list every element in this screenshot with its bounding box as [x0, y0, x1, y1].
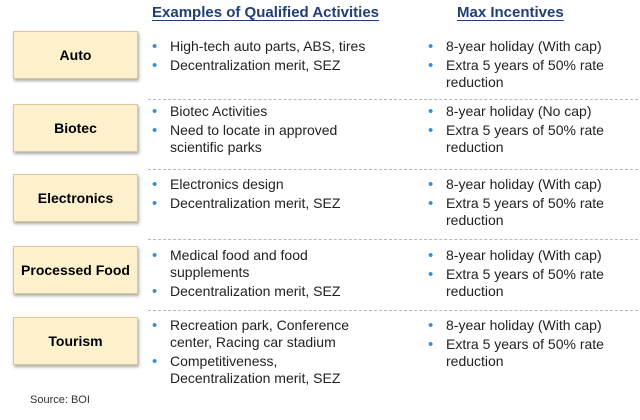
list-item: 8-year holiday (With cap)	[424, 38, 634, 55]
header-max-incentives: Max Incentives	[457, 4, 564, 21]
list-item: 8-year holiday (With cap)	[424, 247, 634, 264]
sector-label: Auto	[13, 31, 138, 79]
activities-list: Electronics design Decentralization meri…	[148, 176, 398, 214]
list-item: Decentralization merit, SEZ	[148, 57, 398, 74]
row-divider	[148, 239, 638, 240]
incentives-list: 8-year holiday (No cap) Extra 5 years of…	[424, 103, 634, 158]
activities-list: High-tech auto parts, ABS, tires Decentr…	[148, 38, 398, 76]
row-divider	[148, 99, 638, 100]
sector-label: Biotec	[13, 104, 138, 152]
incentives-list: 8-year holiday (With cap) Extra 5 years …	[424, 317, 634, 372]
list-item: Electronics design	[148, 176, 398, 193]
list-item: 8-year holiday (With cap)	[424, 176, 634, 193]
list-item: Biotec Activities	[148, 103, 398, 120]
list-item: Extra 5 years of 50% rate reduction	[424, 57, 634, 91]
activities-list: Biotec Activities Need to locate in appr…	[148, 103, 398, 158]
source-note: Source: BOI	[30, 394, 90, 406]
activities-list: Recreation park, Conference center, Raci…	[148, 317, 398, 389]
incentives-list: 8-year holiday (With cap) Extra 5 years …	[424, 176, 634, 231]
row-divider	[148, 310, 638, 311]
list-item: Decentralization merit, SEZ	[148, 283, 398, 300]
list-item: Medical food and food supplements	[148, 247, 360, 281]
list-item: Decentralization merit, SEZ	[148, 195, 398, 212]
sector-label: Tourism	[13, 317, 138, 365]
list-item: 8-year holiday (With cap)	[424, 317, 634, 334]
list-item: Extra 5 years of 50% rate reduction	[424, 266, 634, 300]
incentives-list: 8-year holiday (With cap) Extra 5 years …	[424, 38, 634, 93]
list-item: Competitiveness, Decentralization merit,…	[148, 353, 370, 387]
list-item: Need to locate in approved scientific pa…	[148, 122, 390, 156]
list-item: High-tech auto parts, ABS, tires	[148, 38, 370, 55]
sector-label: Processed Food	[13, 246, 138, 294]
list-item: Extra 5 years of 50% rate reduction	[424, 195, 634, 229]
list-item: 8-year holiday (No cap)	[424, 103, 634, 120]
row-divider	[148, 169, 638, 170]
incentives-list: 8-year holiday (With cap) Extra 5 years …	[424, 247, 634, 302]
list-item: Extra 5 years of 50% rate reduction	[424, 122, 634, 156]
sector-label: Electronics	[13, 174, 138, 222]
activities-list: Medical food and food supplements Decent…	[148, 247, 398, 302]
header-qualified-activities: Examples of Qualified Activities	[152, 4, 380, 21]
list-item: Extra 5 years of 50% rate reduction	[424, 336, 634, 370]
list-item: Recreation park, Conference center, Raci…	[148, 317, 380, 351]
